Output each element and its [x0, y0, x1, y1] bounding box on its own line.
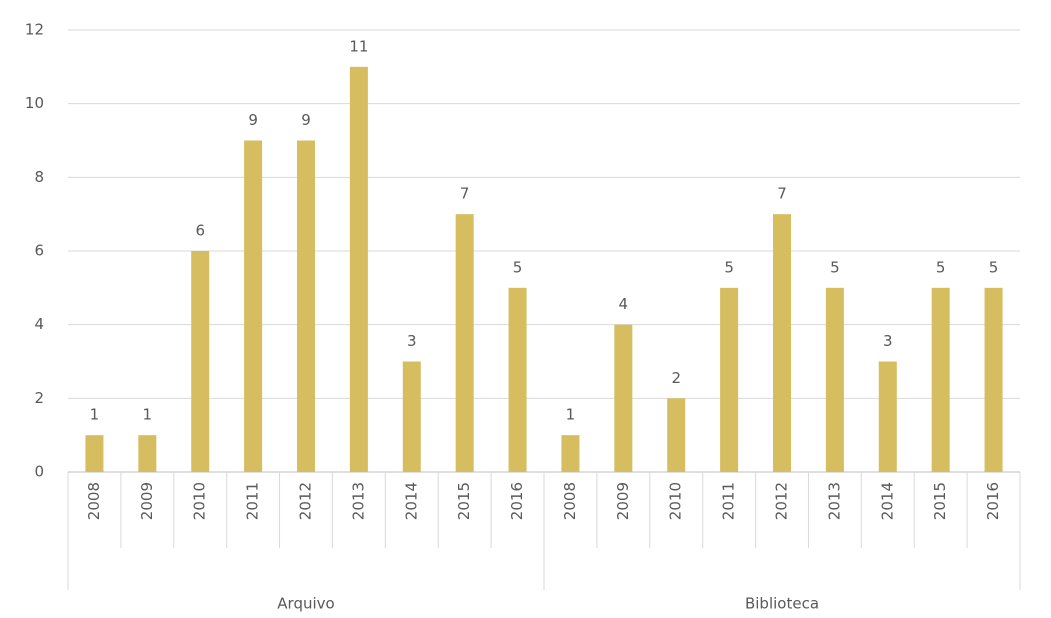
y-tick-label: 10 — [25, 94, 44, 112]
bar — [878, 361, 897, 472]
bar — [191, 251, 210, 472]
x-tick-label: 2011 — [720, 482, 738, 520]
x-tick-label: 2012 — [773, 482, 791, 520]
x-tick-label: 2013 — [349, 482, 367, 520]
data-label: 1 — [90, 406, 100, 424]
data-label: 1 — [143, 406, 153, 424]
y-tick-label: 4 — [34, 315, 44, 333]
data-label: 9 — [248, 111, 258, 129]
x-tick-label: 2008 — [561, 482, 579, 520]
group-label: Arquivo — [277, 595, 334, 613]
bar — [85, 435, 104, 472]
bar — [614, 324, 633, 472]
data-label: 7 — [460, 185, 470, 203]
bar — [402, 361, 421, 472]
data-label: 5 — [989, 258, 999, 276]
data-label: 4 — [619, 295, 629, 313]
data-label: 6 — [195, 222, 205, 240]
data-label: 3 — [883, 332, 893, 350]
x-tick-label: 2014 — [878, 482, 896, 520]
bar — [931, 287, 950, 472]
y-tick-label: 0 — [34, 463, 44, 481]
y-tick-label: 2 — [34, 389, 44, 407]
x-tick-label: 2010 — [667, 482, 685, 520]
data-label: 11 — [349, 37, 368, 55]
bar — [825, 287, 844, 472]
y-tick-label: 6 — [34, 242, 44, 260]
x-tick-label: 2016 — [508, 482, 526, 520]
bar — [138, 435, 157, 472]
data-label: 5 — [724, 258, 734, 276]
data-label: 2 — [671, 369, 681, 387]
data-label: 5 — [936, 258, 946, 276]
y-tick-label: 8 — [34, 168, 44, 186]
bar — [773, 214, 791, 472]
x-tick-label: 2009 — [614, 482, 632, 520]
data-label: 5 — [830, 258, 840, 276]
x-tick-label: 2014 — [402, 482, 420, 520]
x-tick-label: 2011 — [244, 482, 262, 520]
data-label: 7 — [777, 185, 787, 203]
x-tick-label: 2008 — [85, 482, 103, 520]
x-tick-label: 2010 — [191, 482, 209, 520]
bar — [297, 140, 315, 472]
y-tick-label: 12 — [25, 21, 44, 39]
bar — [720, 287, 739, 472]
x-tick-label: 2012 — [297, 482, 315, 520]
bar — [244, 140, 263, 472]
x-tick-label: 2009 — [138, 482, 156, 520]
bar — [455, 214, 474, 472]
data-label: 1 — [566, 406, 576, 424]
group-label: Biblioteca — [745, 595, 819, 613]
x-tick-label: 2015 — [931, 482, 949, 520]
bar — [349, 66, 368, 472]
x-tick-label: 2016 — [984, 482, 1002, 520]
x-tick-label: 2015 — [455, 482, 473, 520]
data-label: 5 — [513, 258, 523, 276]
bar — [561, 435, 580, 472]
bar — [667, 398, 686, 472]
x-tick-label: 2013 — [825, 482, 843, 520]
data-label: 9 — [301, 111, 311, 129]
bar — [508, 287, 527, 472]
data-label: 3 — [407, 332, 417, 350]
bar — [984, 287, 1003, 472]
